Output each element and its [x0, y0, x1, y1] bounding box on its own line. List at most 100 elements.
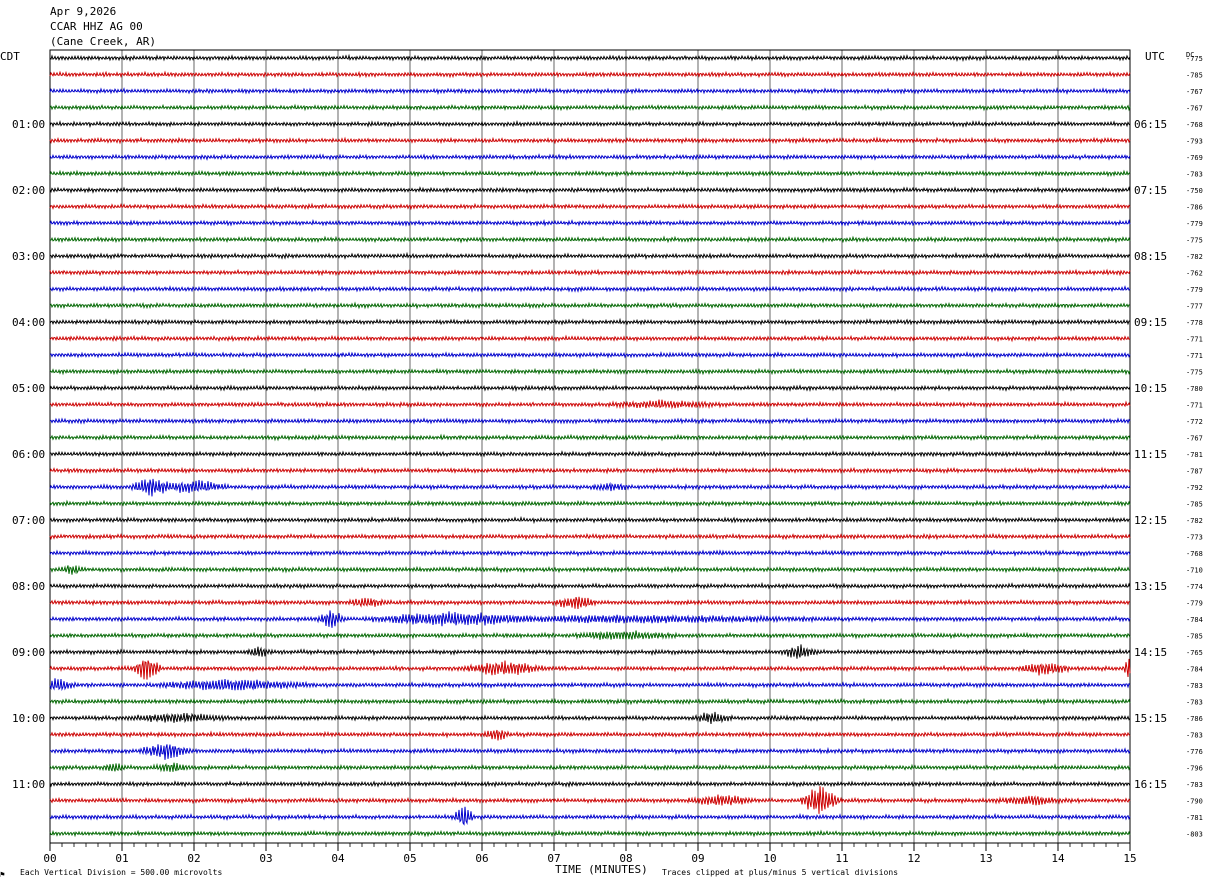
dc-offset-label: -775	[1186, 55, 1203, 63]
trace-line	[49, 86, 1131, 96]
trace-line	[49, 367, 1131, 376]
trace-line	[49, 186, 1131, 194]
trace-line	[49, 499, 1131, 508]
trace-line	[49, 350, 1131, 359]
trace-line	[49, 301, 1130, 310]
dc-offset-label: -783	[1186, 682, 1203, 690]
dc-offset-label: -778	[1186, 319, 1203, 327]
dc-offset-label: -779	[1186, 220, 1203, 228]
trace-line	[49, 268, 1131, 277]
trace-line	[49, 610, 1131, 628]
trace-line	[49, 417, 1131, 425]
trace-line	[49, 70, 1131, 79]
trace-line	[49, 136, 1131, 145]
dc-offset-label: -772	[1186, 418, 1203, 426]
dc-offset-label: -773	[1186, 534, 1203, 542]
dc-offset-label: -786	[1186, 715, 1203, 723]
dc-offset-label: -783	[1186, 171, 1203, 179]
left-hour-label: 10:00	[12, 712, 45, 725]
left-hour-label: 06:00	[12, 448, 45, 461]
dc-offset-label: -765	[1186, 649, 1203, 657]
dc-offset-label: -783	[1186, 732, 1203, 740]
right-hour-label: 16:15	[1134, 778, 1167, 791]
x-tick-label-01: 01	[115, 852, 128, 865]
trace-line	[49, 334, 1131, 343]
right-hour-label: 14:15	[1134, 646, 1167, 659]
left-hour-label: 08:00	[12, 580, 45, 593]
trace-line	[49, 744, 1131, 760]
dc-offset-label: -783	[1186, 699, 1203, 707]
x-tick-label-11: 11	[835, 852, 848, 865]
dc-offset-label: -781	[1186, 814, 1203, 822]
trace-line	[49, 433, 1131, 442]
dc-offset-label: -775	[1186, 369, 1203, 377]
right-hour-label: 10:15	[1134, 382, 1167, 395]
trace-line	[49, 779, 1131, 788]
dc-offset-label: -710	[1186, 567, 1203, 575]
right-hour-label: 13:15	[1134, 580, 1167, 593]
x-tick-label-12: 12	[907, 852, 920, 865]
x-axis-title: TIME (MINUTES)	[555, 863, 648, 876]
plot-frame	[49, 49, 1131, 844]
right-hour-label: 15:15	[1134, 712, 1167, 725]
dc-offset-label: -793	[1186, 138, 1203, 146]
right-hour-label: 06:15	[1134, 118, 1167, 131]
dc-offset-label: -769	[1186, 154, 1203, 162]
trace-line	[49, 384, 1131, 393]
dc-offset-label: -767	[1186, 105, 1203, 113]
dc-offset-label: -785	[1186, 501, 1203, 509]
trace-line	[49, 532, 1131, 541]
x-tick-label-07: 07	[547, 852, 560, 865]
dc-offset-label: -777	[1186, 303, 1203, 311]
header-station: CCAR HHZ AG 00	[50, 20, 143, 33]
left-hour-labels: 01:00 02:00 03:00 04:00 05:00 06:00 07:00 08:00…	[12, 118, 45, 791]
minute-gridlines	[121, 50, 1059, 843]
dc-offset-label: -771	[1186, 336, 1203, 344]
trace-line	[49, 581, 1131, 591]
trace-line	[49, 806, 1131, 826]
trace-line	[49, 317, 1131, 327]
dc-offset-label: -792	[1186, 484, 1203, 492]
trace-group	[49, 53, 1131, 838]
trace-line	[49, 202, 1131, 211]
dc-offset-label: -803	[1186, 831, 1203, 839]
trace-line	[49, 729, 1131, 741]
header-date: Apr 9,2026	[50, 5, 116, 18]
dc-offset-label: -782	[1186, 517, 1203, 525]
dc-offset-label: -771	[1186, 402, 1203, 410]
x-tick-label-13: 13	[979, 852, 992, 865]
left-hour-label: 03:00	[12, 250, 45, 263]
x-tick-label-10: 10	[763, 852, 776, 865]
dc-header-label: DC	[1186, 51, 1194, 59]
x-tick-label-14: 14	[1051, 852, 1065, 865]
right-hour-labels: 06:15 07:15 08:15 09:15 10:15 11:15 12:15 13:15…	[1134, 118, 1167, 791]
trace-line	[49, 565, 1131, 575]
dc-offset-label: -750	[1186, 187, 1203, 195]
dc-offset-label: -785	[1186, 633, 1203, 641]
trace-line	[49, 169, 1131, 178]
trace-line	[49, 762, 1131, 773]
dc-offset-label: -779	[1186, 600, 1203, 608]
x-tick-label-03: 03	[259, 852, 272, 865]
x-tick-label-05: 05	[403, 852, 416, 865]
trace-line	[49, 120, 1131, 129]
trace-line	[49, 515, 1131, 525]
dc-offset-label: -768	[1186, 121, 1203, 129]
dc-offset-label: -790	[1186, 798, 1203, 806]
trace-line	[49, 644, 1131, 659]
right-hour-label: 12:15	[1134, 514, 1167, 527]
trace-line	[49, 53, 1131, 63]
x-tick-label-02: 02	[187, 852, 200, 865]
left-hour-label: 01:00	[12, 118, 45, 131]
x-tick-label-08: 08	[619, 852, 632, 865]
dc-offset-label: -768	[1186, 550, 1203, 558]
trace-line	[49, 285, 1131, 293]
right-hour-label: 08:15	[1134, 250, 1167, 263]
trace-line	[49, 678, 1131, 692]
dc-offset-label: -771	[1186, 352, 1203, 360]
x-tick-label-09: 09	[691, 852, 704, 865]
right-hour-label: 07:15	[1134, 184, 1167, 197]
dc-offset-label: -767	[1186, 88, 1203, 96]
dc-offset-label: -796	[1186, 765, 1203, 773]
